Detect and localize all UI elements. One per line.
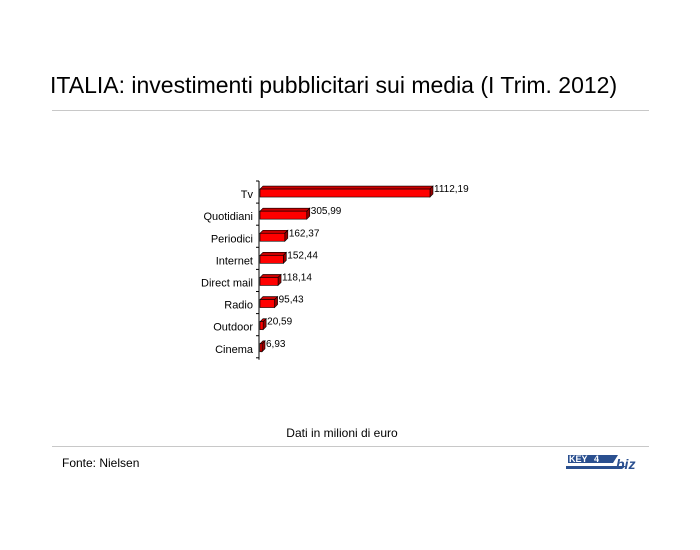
data-label: 95,43 [279,295,304,306]
svg-text:KEY: KEY [569,454,588,464]
bar-top-face [259,229,289,234]
category-label: Cinema [215,344,254,356]
data-label: 152,44 [287,250,318,261]
bar [259,232,286,242]
category-label: Direct mail [201,277,253,289]
data-label: 20,59 [267,317,292,328]
top-divider [52,110,649,111]
bar-top-face [259,185,434,190]
category-label: Radio [224,300,253,312]
units-note: Dati in milioni di euro [286,426,398,440]
category-label: Outdoor [213,322,253,334]
bar [259,210,308,220]
source-label: Fonte: Nielsen [62,456,140,470]
bar [259,299,275,308]
category-label: Quotidiani [203,211,253,223]
bar [259,188,431,198]
data-label: 162,37 [289,228,320,239]
data-label: 1112,19 [434,184,469,195]
bar-top-face [259,207,311,212]
data-label: 305,99 [311,206,342,217]
bar-top-face [259,252,288,256]
page-title: ITALIA: investimenti pubblicitari sui me… [50,72,618,98]
bar [259,321,264,330]
bar-top-face [259,274,282,278]
bar [259,277,279,286]
bottom-divider [52,446,649,447]
svg-text:biz: biz [616,456,635,472]
bar [259,255,284,264]
data-label: 6,93 [266,339,286,350]
category-label: Internet [216,255,253,267]
bar [259,343,263,353]
category-label: Tv [241,189,254,201]
svg-text:4: 4 [594,454,599,464]
category-label: Periodici [211,233,253,245]
key4biz-logo: KEY 4 biz [566,454,635,472]
data-label: 118,14 [282,272,312,283]
